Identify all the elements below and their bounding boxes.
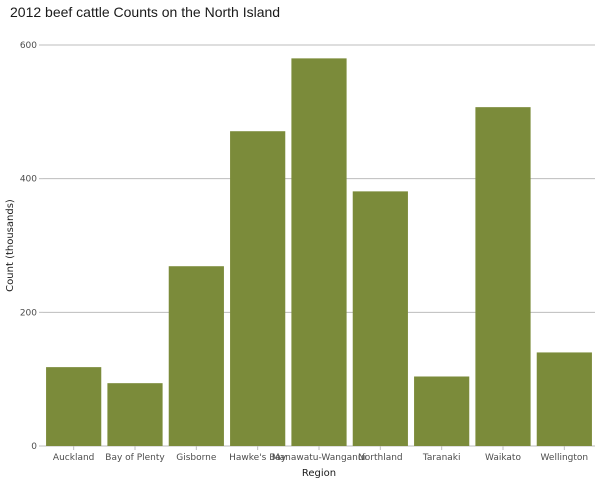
y-tick-label: 0 <box>31 442 37 452</box>
x-axis: Auckland Bay of Plenty Gisborne Hawke's Bay… <box>53 446 588 463</box>
bar-auckland <box>46 367 102 446</box>
y-axis-title: Count (thousands) <box>5 199 16 292</box>
x-tick-label: Bay of Plenty <box>105 453 165 463</box>
bars <box>46 58 592 446</box>
x-tick-label: Hawke's Bay <box>229 453 287 463</box>
bar-northland <box>352 191 408 446</box>
x-tick-label: Waikato <box>485 453 521 463</box>
x-tick-label: Gisborne <box>176 453 217 463</box>
bar-taranaki <box>414 376 470 446</box>
x-tick-label: Taranaki <box>422 453 461 463</box>
chart-title: 2012 beef cattle Counts on the North Isl… <box>10 4 281 20</box>
x-tick-label: Northland <box>358 453 403 463</box>
bar-bay-of-plenty <box>107 383 163 446</box>
x-tick-label: Wellington <box>541 453 589 463</box>
x-axis-title: Region <box>302 468 336 479</box>
y-tick-label: 200 <box>20 308 37 318</box>
x-tick-label: Auckland <box>53 453 94 463</box>
bar-manawatu-wanganui <box>291 58 347 446</box>
bar-gisborne <box>168 266 224 446</box>
y-axis: 0 200 400 600 <box>20 41 43 452</box>
y-tick-label: 400 <box>20 175 37 185</box>
bar-hawke-s-bay <box>230 131 286 446</box>
x-tick-label: Manawatu-Wanganui <box>272 453 366 463</box>
y-tick-label: 600 <box>20 41 37 51</box>
bar-waikato <box>475 107 531 446</box>
bar-wellington <box>536 352 592 446</box>
